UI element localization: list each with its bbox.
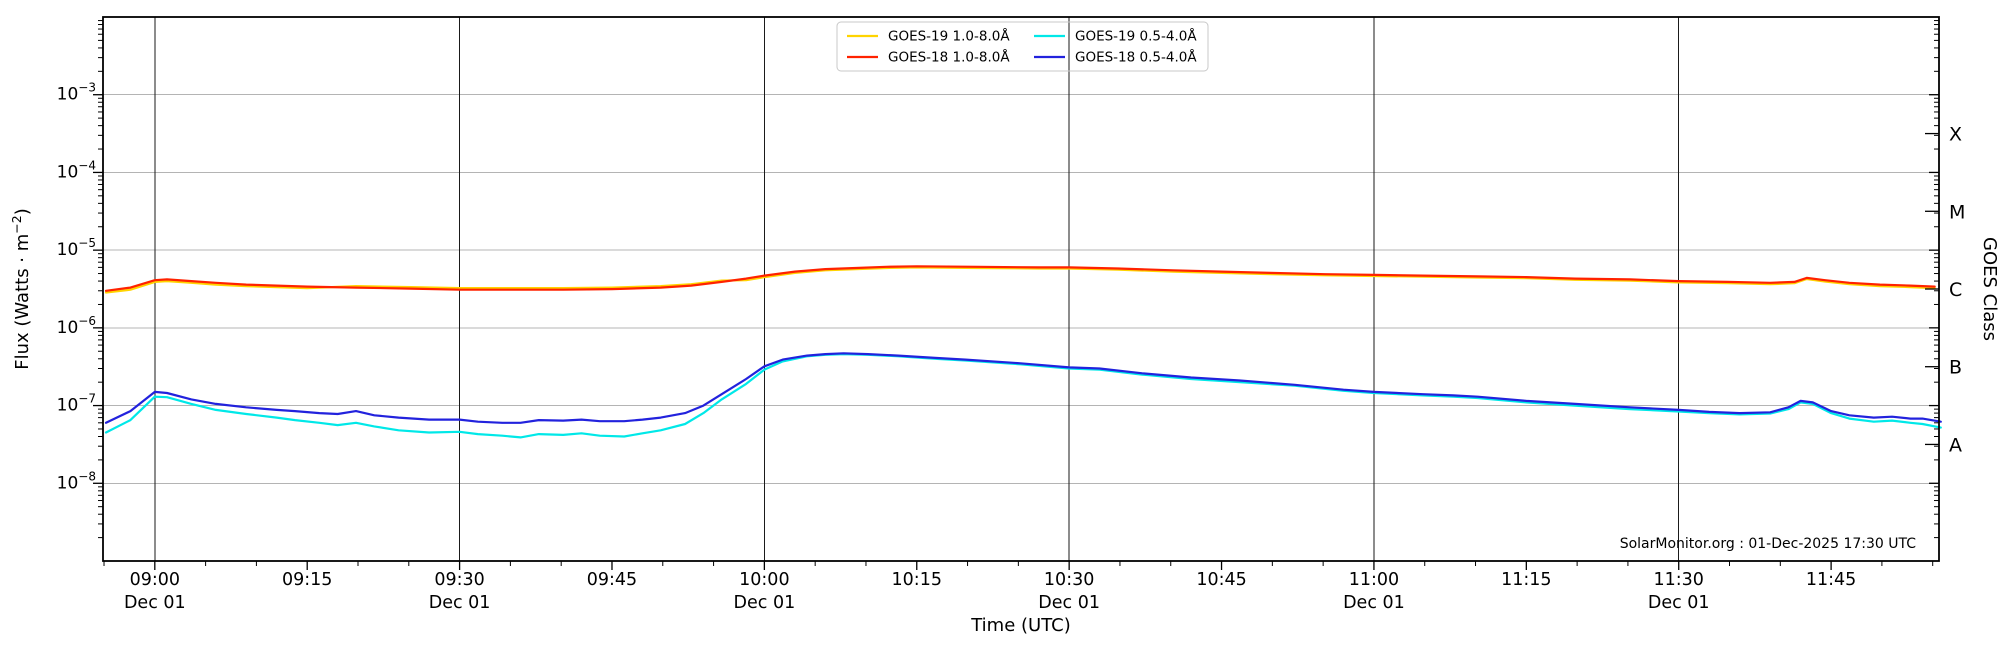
x-tick-label-1000: 10:00 [739,570,789,590]
flux-series [104,265,1942,439]
legend-frame [836,21,1209,72]
goes-class-label-M: M [1949,201,1965,223]
series-goes-18-0-5-4-0- [104,352,1942,424]
x-tick-label-1030: 10:30 [1044,570,1094,590]
y-axis-title-post: ) [12,208,33,215]
x-date-label: Dec 01 [1038,593,1100,613]
legend: GOES-19 1.0-8.0Å GOES-18 1.0-8.0Å GOES-1… [836,21,1209,72]
x-tick-label-0915: 09:15 [282,570,332,590]
goes-class-label-C: C [1949,279,1962,301]
y-axis-title-sup: −2 [9,215,24,233]
axes-and-ticks [93,16,1940,570]
x-tick-label-1130: 11:30 [1653,570,1703,590]
x-date-label: Dec 01 [1648,593,1710,613]
x-tick-label-1145: 11:45 [1806,570,1856,590]
y-axis-title-pre: Flux (Watts · m [12,234,33,370]
right-axis-title: GOES Class [1979,237,2000,341]
y-tick-label-1e-4: 10−4 [57,158,96,182]
x-tick-label-0930: 09:30 [434,570,484,590]
series-goes-19-0-5-4-0- [104,353,1942,439]
x-axis-title: Time (UTC) [970,615,1071,636]
vertical-gridlines [154,17,1680,561]
x-date-label: Dec 01 [734,593,796,613]
x-date-label: Dec 01 [1343,593,1405,613]
x-date-label: Dec 01 [429,593,491,613]
legend-label-goes18-short: GOES-18 0.5-4.0Å [1075,49,1197,66]
goes-class-label-B: B [1949,357,1962,379]
y-tick-label-1e-3: 10−3 [57,81,96,105]
watermark-text: SolarMonitor.org : 01-Dec-2025 17:30 UTC [1620,536,1917,552]
y-tick-label-1e-6: 10−6 [57,314,96,338]
goes-class-label-X: X [1949,124,1962,146]
x-tick-label-1115: 11:15 [1501,570,1551,590]
legend-label-goes19-long: GOES-19 1.0-8.0Å [888,28,1010,45]
x-date-label: Dec 01 [124,593,186,613]
x-tick-label-0900: 09:00 [130,570,180,590]
x-tick-label-1045: 10:45 [1196,570,1246,590]
tick-labels: 10−3 10−4 10−5 10−6 10−7 10−8 X M C B A 09:00 Dec 01… [57,81,1966,613]
y-tick-label-1e-5: 10−5 [57,236,96,260]
x-tick-label-1015: 10:15 [892,570,942,590]
legend-label-goes19-short: GOES-19 0.5-4.0Å [1075,28,1197,45]
goes-class-label-A: A [1949,434,1962,456]
y-tick-label-1e-7: 10−7 [57,392,96,416]
legend-label-goes18-long: GOES-18 1.0-8.0Å [888,49,1010,66]
horizontal-gridlines [103,94,1939,484]
series-goes-18-1-0-8-0- [104,265,1936,292]
y-tick-label-1e-8: 10−8 [57,469,96,493]
x-tick-label-1100: 11:00 [1349,570,1399,590]
x-tick-label-0945: 09:45 [587,570,637,590]
y-axis-title: Flux (Watts · m−2) [9,208,33,370]
